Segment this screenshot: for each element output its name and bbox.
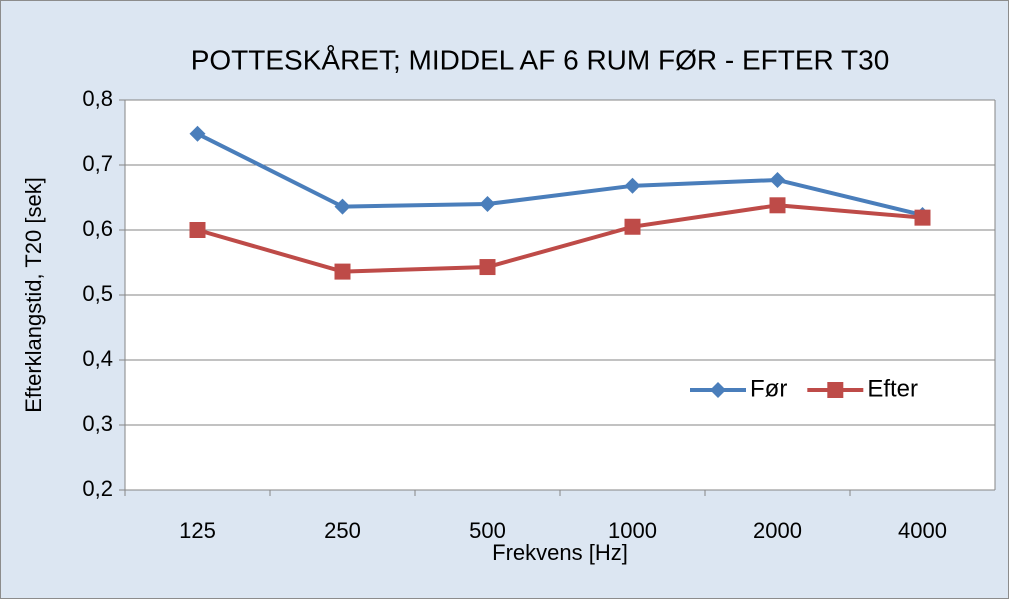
- marker: [710, 382, 726, 398]
- marker: [624, 177, 641, 194]
- marker: [479, 259, 496, 276]
- marker: [769, 171, 786, 188]
- series-line: [196, 132, 923, 217]
- marker: [479, 196, 496, 212]
- x-tick-label: 500: [469, 518, 506, 543]
- y-tick-label: 0,7: [82, 151, 113, 176]
- x-tick-label: 2000: [753, 518, 802, 543]
- marker: [334, 263, 351, 280]
- y-tick-label: 0,3: [82, 411, 113, 436]
- marker: [189, 125, 206, 142]
- x-tick-label: 1000: [608, 518, 657, 543]
- legend-label: Før: [750, 375, 787, 402]
- marker: [624, 218, 641, 235]
- chart-title: POTTESKÅRET; MIDDEL AF 6 RUM FØR - EFTER…: [191, 44, 890, 75]
- marker: [769, 197, 786, 214]
- y-tick-label: 0,2: [82, 476, 113, 501]
- x-tick-label: 4000: [898, 518, 947, 543]
- y-axis-label: Efterklangstid, T20 [sek]: [21, 177, 46, 413]
- y-tick-label: 0,4: [82, 346, 113, 371]
- y-tick-label: 0,6: [82, 216, 113, 241]
- x-tick-label: 125: [179, 518, 216, 543]
- x-tick-label: 250: [324, 518, 361, 543]
- series-line: [196, 203, 923, 274]
- legend-label: Efter: [867, 375, 918, 402]
- x-axis-label: Frekvens [Hz]: [492, 540, 628, 565]
- marker: [914, 209, 931, 226]
- marker: [827, 382, 844, 398]
- marker: [189, 222, 206, 238]
- marker: [334, 198, 351, 215]
- y-tick-label: 0,8: [82, 86, 113, 111]
- y-tick-label: 0,5: [82, 281, 113, 306]
